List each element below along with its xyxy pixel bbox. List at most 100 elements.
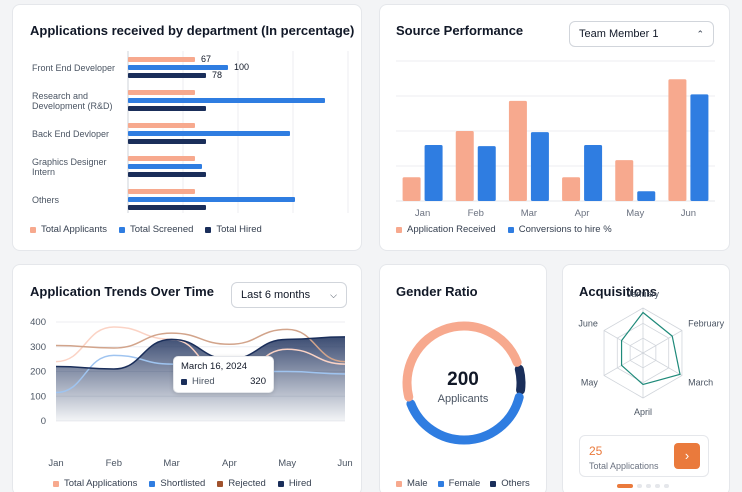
trend-legend: Total Applications Shortlisted Rejected … bbox=[53, 478, 312, 489]
tooltip-date: March 16, 2024 bbox=[181, 361, 248, 372]
legend-rejected: Rejected bbox=[217, 478, 266, 489]
y-tick-label: 400 bbox=[30, 317, 46, 328]
carousel-dot[interactable] bbox=[637, 484, 642, 488]
rejected-line bbox=[55, 328, 346, 363]
tooltip-row: Hired 320 bbox=[181, 376, 266, 387]
radar-spoke bbox=[603, 330, 644, 354]
x-tick-label: Apr bbox=[222, 458, 237, 469]
chevron-right-icon: › bbox=[684, 448, 690, 463]
dept-bar-applicants bbox=[128, 57, 195, 62]
team-member-select[interactable]: Team Member 1 ⌃ bbox=[569, 21, 714, 47]
source-legend: Application Received Conversions to hire… bbox=[396, 224, 612, 235]
legend-swatch bbox=[119, 226, 126, 233]
acq-count-label: Total Applications bbox=[589, 461, 659, 471]
dept-bar-hired bbox=[128, 73, 206, 78]
dept-bar-applicants bbox=[128, 156, 195, 161]
hired-line bbox=[55, 336, 346, 370]
range-value: Last 6 months bbox=[241, 289, 311, 301]
legend-swatch bbox=[277, 480, 284, 487]
team-member-value: Team Member 1 bbox=[579, 28, 659, 40]
x-tick-label: Mar bbox=[163, 458, 179, 469]
legend-swatch bbox=[507, 226, 514, 233]
tooltip-label: Hired bbox=[192, 376, 215, 387]
tooltip-label-wrap: Hired bbox=[181, 376, 215, 387]
source-bar-chart: Jan Feb Mar Apr May Jun bbox=[396, 60, 715, 219]
acq-card-title: Acquisitions bbox=[579, 284, 658, 299]
chevron-updown-icon: ⌃ bbox=[696, 28, 704, 39]
acq-next-button[interactable]: › bbox=[674, 443, 700, 469]
bar-received bbox=[508, 100, 527, 201]
radar-axis-label: January bbox=[627, 289, 660, 299]
trends-card-title: Application Trends Over Time bbox=[30, 284, 214, 299]
dept-bar-applicants bbox=[128, 123, 195, 128]
legend-conversions: Conversions to hire % bbox=[507, 224, 612, 235]
acquisitions-card: Acquisitions January February March April Ma… bbox=[562, 264, 730, 492]
carousel-dots bbox=[617, 484, 669, 488]
bar-received bbox=[562, 177, 581, 201]
x-tick-label: Jun bbox=[681, 208, 696, 219]
dept-card-title: Applications received by department (In … bbox=[30, 23, 355, 38]
donut-segment-male bbox=[402, 321, 526, 445]
y-tick-label: 0 bbox=[41, 416, 46, 427]
legend-male: Male bbox=[396, 478, 428, 489]
dept-card: Applications received by department (In … bbox=[12, 4, 362, 251]
dept-label: Front End Developer bbox=[32, 63, 116, 73]
bar-received bbox=[668, 79, 687, 201]
x-tick-label: May bbox=[278, 458, 296, 469]
legend-hired: Hired bbox=[277, 478, 312, 489]
trends-card: Application Trends Over Time Last 6 mont… bbox=[12, 264, 362, 492]
legend-swatch bbox=[217, 480, 224, 487]
legend-application-received: Application Received bbox=[396, 224, 496, 235]
legend-others: Others bbox=[490, 478, 530, 489]
bar-conversions bbox=[584, 145, 603, 201]
legend-swatch bbox=[396, 480, 402, 487]
gender-card-title: Gender Ratio bbox=[396, 284, 478, 299]
carousel-dot-active[interactable] bbox=[617, 484, 633, 488]
trend-tooltip: March 16, 2024 Hired 320 bbox=[173, 356, 274, 393]
legend-total-hired: Total Hired bbox=[205, 224, 262, 235]
legend-swatch bbox=[490, 480, 497, 487]
carousel-dot[interactable] bbox=[664, 484, 669, 488]
radar-axis-label: April bbox=[634, 407, 652, 417]
y-tick-label: 200 bbox=[30, 367, 46, 378]
radar-series bbox=[620, 311, 681, 386]
gender-donut bbox=[402, 321, 526, 445]
gender-card: Gender Ratio 200 Applicants Male Female … bbox=[379, 264, 547, 492]
bar-conversions bbox=[530, 132, 549, 201]
x-tick-label: May bbox=[626, 208, 644, 219]
x-tick-label: Jan bbox=[415, 208, 430, 219]
radar-axis-label: March bbox=[688, 378, 713, 388]
dept-bar-screened bbox=[128, 98, 325, 103]
legend-swatch bbox=[396, 226, 402, 233]
legend-swatch bbox=[205, 226, 212, 233]
dept-label: Graphics Designer Intern bbox=[32, 157, 107, 177]
bar-received bbox=[615, 160, 634, 201]
legend-total-applicants: Total Applicants bbox=[30, 224, 107, 235]
dept-bar-hired bbox=[128, 139, 206, 144]
dept-label: Research and Development (R&D) bbox=[32, 91, 113, 111]
legend-total-applications: Total Applications bbox=[53, 478, 137, 489]
y-tick-label: 100 bbox=[30, 391, 46, 402]
gender-legend: Male Female Others bbox=[396, 478, 530, 489]
bar-conversions bbox=[477, 146, 496, 201]
carousel-dot[interactable] bbox=[655, 484, 660, 488]
gender-total: 200 bbox=[447, 369, 479, 390]
radar-spoke bbox=[642, 330, 683, 354]
donut-segment-others bbox=[402, 321, 526, 445]
x-tick-label: Feb bbox=[106, 458, 122, 469]
x-tick-label: Mar bbox=[521, 208, 537, 219]
dept-label: Others bbox=[32, 195, 60, 205]
legend-shortlisted: Shortlisted bbox=[149, 478, 205, 489]
bar-conversions bbox=[424, 145, 443, 201]
dept-bar-value: 100 bbox=[234, 62, 249, 72]
source-card: Source Performance Team Member 1 ⌃ Jan Fe… bbox=[379, 4, 730, 251]
source-card-title: Source Performance bbox=[396, 23, 524, 38]
range-select[interactable]: Last 6 months ⌵ bbox=[231, 282, 347, 308]
donut-segment-female bbox=[402, 321, 526, 445]
carousel-dot[interactable] bbox=[646, 484, 651, 488]
dept-bar-screened bbox=[128, 164, 202, 169]
legend-female: Female bbox=[437, 478, 480, 489]
bar-received bbox=[455, 131, 474, 201]
legend-total-screened: Total Screened bbox=[119, 224, 193, 235]
dept-bar-hired bbox=[128, 106, 206, 111]
